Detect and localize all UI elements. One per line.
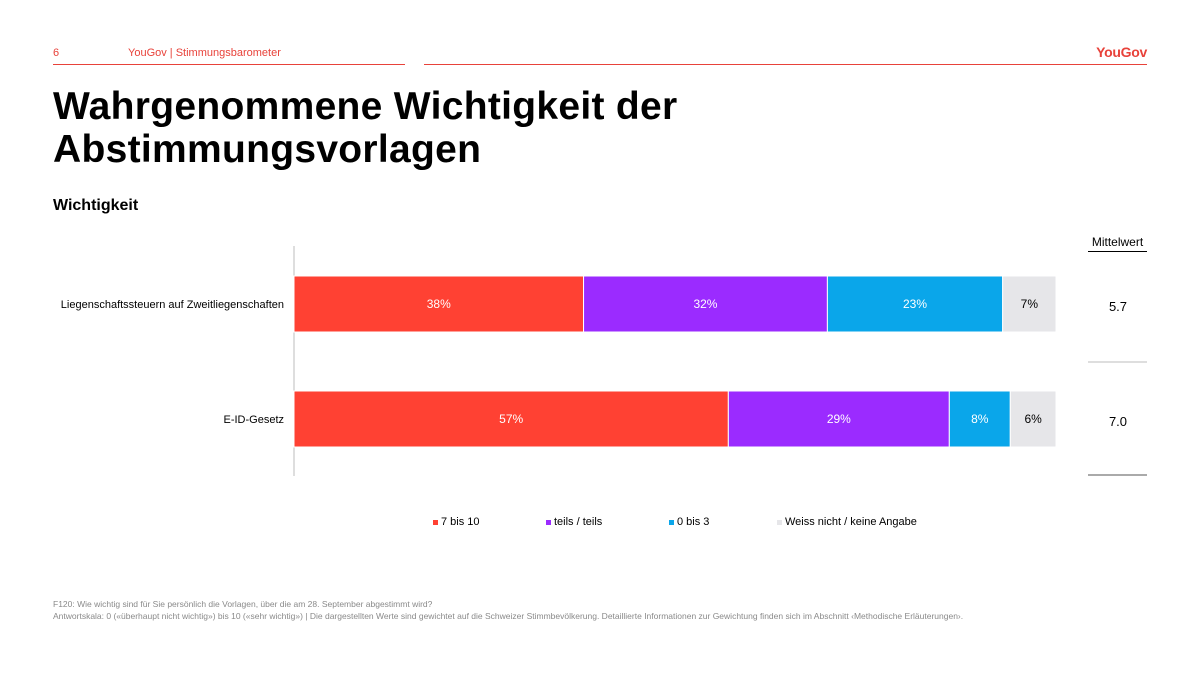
bar-segment: [1009, 390, 1057, 448]
data-label: 29%: [827, 412, 851, 426]
data-label: 8%: [971, 412, 989, 426]
document-title: YouGov | Stimmungsbarometer: [128, 47, 281, 59]
bar-segment: [293, 390, 729, 448]
category-label: Liegenschaftssteuern auf Zweitliegenscha…: [61, 299, 284, 311]
bar-segment: [826, 275, 1004, 333]
legend-swatch-0: [433, 519, 438, 525]
data-label: 23%: [903, 297, 927, 311]
legend-label-3: Weiss nicht / keine Angabe: [785, 516, 917, 528]
bar-segment: [1002, 275, 1057, 333]
page-title: Wahrgenommene Wichtigkeit der Abstimmung…: [53, 85, 678, 171]
bar-segment: [948, 390, 1011, 448]
data-label: 38%: [427, 297, 451, 311]
category-label: E-ID-Gesetz: [223, 414, 284, 426]
header-divider-right: [424, 64, 1147, 65]
legend-item-1: teils / teils: [546, 516, 602, 528]
legend-label-0: 7 bis 10: [441, 516, 480, 528]
footnote-question: F120: Wie wichtig sind für Sie persönlic…: [53, 599, 433, 609]
data-label: 57%: [499, 412, 523, 426]
mean-value: 5.7: [1109, 299, 1127, 314]
legend-swatch-3: [777, 519, 782, 525]
data-label: 6%: [1024, 412, 1042, 426]
legend-item-2: 0 bis 3: [669, 516, 709, 528]
data-label: 7%: [1021, 297, 1039, 311]
yougov-logo: YouGov: [1096, 44, 1147, 60]
header-divider-left: [53, 64, 405, 65]
legend-swatch-2: [669, 519, 674, 525]
legend-item-3: Weiss nicht / keine Angabe: [777, 516, 917, 528]
mean-column-header: Mittelwert: [1088, 235, 1147, 252]
page-number: 6: [53, 47, 60, 59]
bar-segment: [727, 390, 950, 448]
legend-item-0: 7 bis 10: [433, 516, 480, 528]
footnote-scale: Antwortskala: 0 («überhaupt nicht wichti…: [53, 611, 964, 621]
legend-swatch-1: [546, 519, 551, 525]
mean-value: 7.0: [1109, 414, 1127, 429]
legend-label-2: 0 bis 3: [677, 516, 710, 528]
chart-subtitle: Wichtigkeit: [53, 197, 139, 214]
data-label: 32%: [693, 297, 717, 311]
legend-label-1: teils / teils: [554, 516, 603, 528]
bar-segment: [293, 275, 585, 333]
